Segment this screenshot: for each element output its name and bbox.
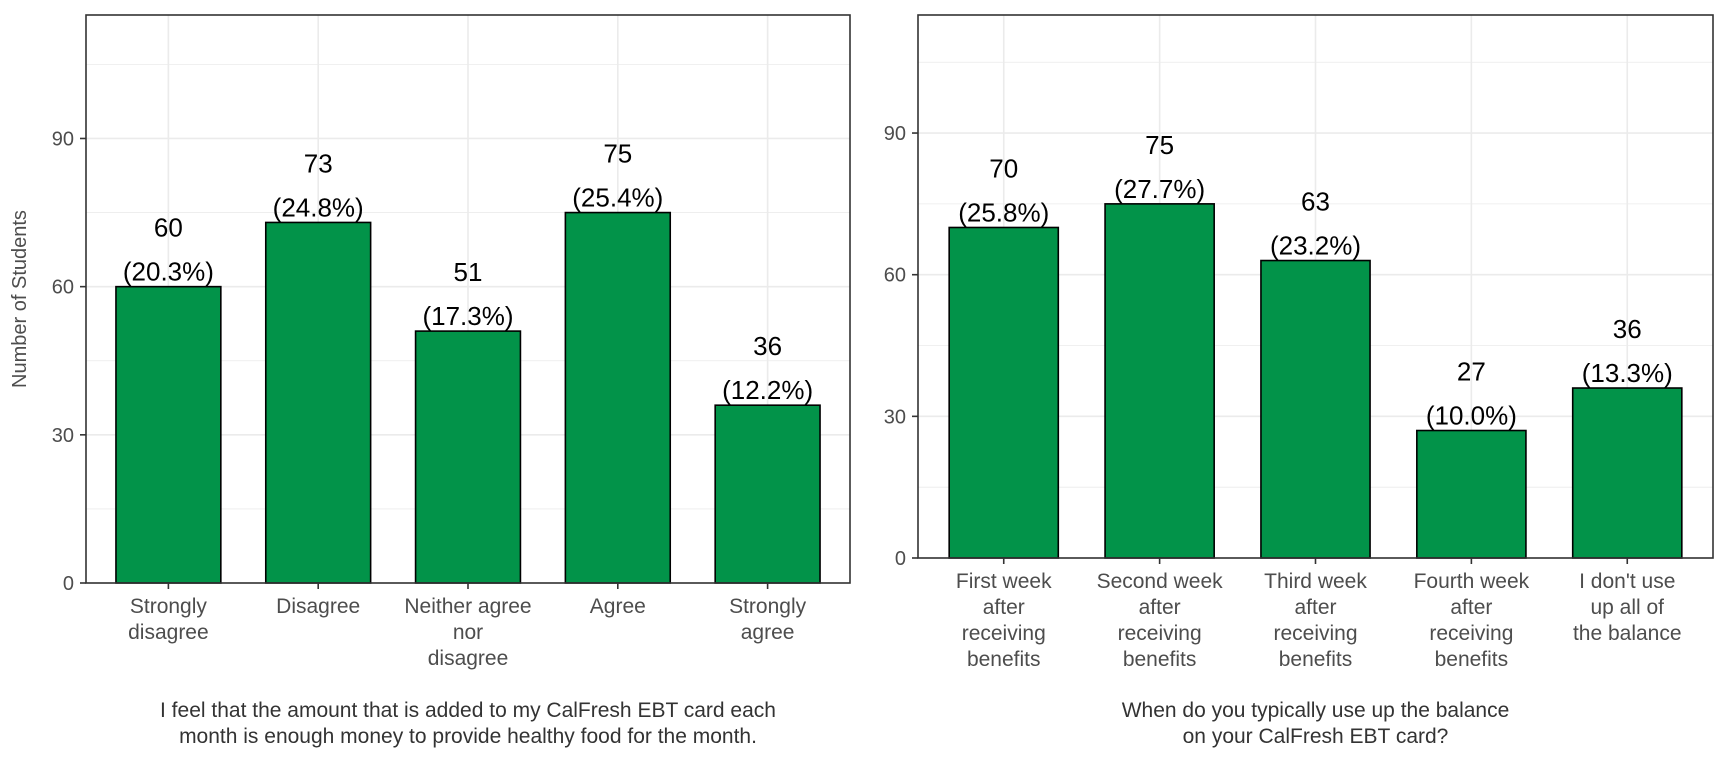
- x-tick-label-line: receiving: [1429, 622, 1513, 645]
- x-tick-label: Strongly disagree: [128, 595, 209, 644]
- y-tick-label: 60: [52, 277, 74, 299]
- x-tick-label-line: after: [1450, 596, 1492, 619]
- data-label-count: 70: [989, 153, 1018, 183]
- x-tick-label-line: Disagree: [276, 595, 360, 618]
- x-tick-label-line: nor: [453, 621, 483, 644]
- bar: [948, 226, 1060, 559]
- bar: [1260, 259, 1371, 559]
- x-axis-title-line: on your CalFresh EBT card?: [1183, 725, 1449, 748]
- data-label-count: 51: [454, 257, 483, 287]
- x-tick-label-line: receiving: [1118, 622, 1202, 645]
- data-label-count: 75: [1145, 130, 1174, 160]
- chart-panel-1: 60 (20.3%) 73 (24.8%) 51 (17.3%) 75 (25.4%) 36 (1…: [9, 14, 851, 748]
- x-tick-label-line: agree: [741, 621, 795, 644]
- x-tick-label-line: disagree: [128, 621, 209, 644]
- data-label-count: 75: [603, 139, 632, 169]
- bar: [1416, 429, 1527, 559]
- bar: [115, 285, 222, 584]
- x-tick-label-line: disagree: [428, 647, 509, 670]
- x-tick-label: Fourth week after receiving benefits: [1414, 570, 1530, 671]
- x-tick-label-line: receiving: [1273, 622, 1357, 645]
- data-label-percent: (17.3%): [422, 301, 513, 331]
- x-tick-label-line: First week: [956, 570, 1052, 593]
- y-tick-label: 0: [895, 548, 906, 570]
- x-tick-label-line: Agree: [590, 595, 646, 618]
- x-axis-title-line: I feel that the amount that is added to …: [160, 699, 776, 722]
- x-tick-label-line: after: [1139, 596, 1181, 619]
- x-axis-title-line: When do you typically use up the balance: [1122, 699, 1510, 722]
- data-label-percent: (25.4%): [572, 183, 663, 213]
- y-tick-label: 30: [884, 406, 906, 428]
- x-tick-label-line: I don't use: [1579, 570, 1675, 593]
- bar: [1571, 387, 1683, 559]
- bar: [264, 221, 372, 584]
- x-tick-label-line: benefits: [1123, 648, 1197, 671]
- bar: [714, 404, 821, 584]
- x-tick-label: Agree: [590, 595, 646, 618]
- x-tick-label-line: Second week: [1097, 570, 1224, 593]
- x-tick-label-line: the balance: [1573, 622, 1682, 645]
- x-tick-label-line: after: [1294, 596, 1336, 619]
- x-tick-label-line: Strongly: [130, 595, 208, 618]
- x-tick-label-line: benefits: [1435, 648, 1509, 671]
- y-tick-label: 60: [884, 265, 906, 287]
- data-label-percent: (20.3%): [123, 257, 214, 287]
- x-tick-label: Second week after receiving benefits: [1097, 570, 1224, 671]
- y-tick-label: 90: [884, 123, 906, 145]
- data-label-percent: (24.8%): [273, 192, 364, 222]
- x-tick-label-line: up all of: [1590, 596, 1664, 619]
- x-tick-label: I don't use up all of the balance: [1573, 570, 1682, 645]
- data-label-count: 27: [1457, 357, 1486, 387]
- x-tick-label-line: Fourth week: [1414, 570, 1530, 593]
- x-tick-label: Disagree: [276, 595, 360, 618]
- x-tick-label-line: benefits: [1279, 648, 1353, 671]
- x-axis-title: When do you typically use up the balance…: [1122, 699, 1510, 748]
- x-tick-label: Third week after receiving benefits: [1264, 570, 1367, 671]
- x-tick-label-line: Strongly: [729, 595, 807, 618]
- data-label-percent: (23.2%): [1270, 231, 1361, 261]
- y-axis-title: Number of Students: [9, 210, 31, 388]
- bar: [414, 330, 522, 584]
- data-label-count: 36: [1613, 314, 1642, 344]
- x-axis-title: I feel that the amount that is added to …: [160, 699, 776, 748]
- data-label-count: 63: [1301, 187, 1330, 217]
- x-tick-label-line: benefits: [967, 648, 1041, 671]
- y-tick-label: 30: [52, 425, 74, 447]
- data-label-percent: (25.8%): [958, 197, 1049, 227]
- data-label-percent: (12.2%): [722, 375, 813, 405]
- x-tick-label-line: receiving: [962, 622, 1046, 645]
- x-tick-label: Strongly agree: [729, 595, 807, 644]
- x-axis-title-line: month is enough money to provide healthy…: [179, 725, 757, 748]
- data-label-percent: (10.0%): [1426, 401, 1517, 431]
- data-label-percent: (13.3%): [1582, 358, 1673, 388]
- data-label-count: 36: [753, 331, 782, 361]
- data-label-percent: (27.7%): [1114, 174, 1205, 204]
- bar: [564, 211, 672, 584]
- y-tick-label: 90: [52, 128, 74, 150]
- bar: [1104, 203, 1215, 559]
- x-tick-label: Neither agree nor disagree: [404, 595, 531, 670]
- data-label-count: 60: [154, 213, 183, 243]
- x-tick-label-line: Third week: [1264, 570, 1367, 593]
- y-tick-label: 0: [63, 573, 74, 595]
- x-tick-label-line: after: [983, 596, 1025, 619]
- x-tick-label-line: Neither agree: [404, 595, 531, 618]
- x-tick-label: First week after receiving benefits: [956, 570, 1052, 671]
- data-label-count: 73: [304, 148, 333, 178]
- chart-panel-2: 70 (25.8%) 75 (27.7%) 63 (23.2%) 27 (10.0%) 36 (1…: [884, 14, 1714, 748]
